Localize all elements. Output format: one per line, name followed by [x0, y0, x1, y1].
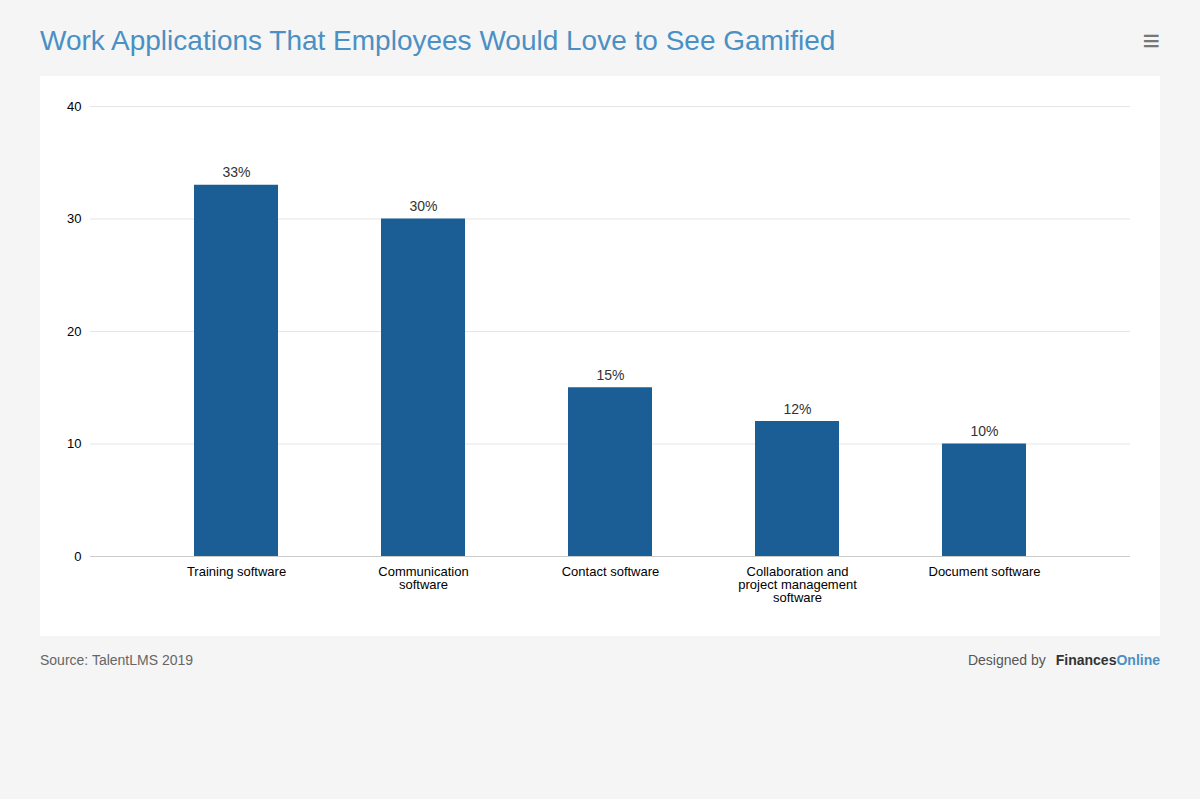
svg-text:20: 20: [67, 324, 81, 339]
svg-text:33%: 33%: [222, 164, 250, 180]
svg-text:0: 0: [74, 549, 81, 564]
svg-text:15%: 15%: [596, 367, 624, 383]
svg-text:40: 40: [67, 99, 81, 114]
svg-text:Document software: Document software: [929, 564, 1041, 579]
svg-text:Contact software: Contact software: [562, 564, 660, 579]
html-text:Work Applications That Employe: Work Applications That Employees Would L…: [40, 25, 836, 56]
svg-text:12%: 12%: [783, 401, 811, 417]
html-text:Source: TalentLMS 2019: Source: TalentLMS 2019: [40, 652, 194, 668]
svg-text:Training software: Training software: [187, 564, 286, 579]
svg-text:10: 10: [67, 436, 81, 451]
svg-text:30: 30: [67, 211, 81, 226]
html-text:Finances Online: Finances Online: [1055, 652, 1160, 668]
svg-text:Communicationsoftware: Communicationsoftware: [378, 564, 468, 592]
svg-text:30%: 30%: [409, 198, 437, 214]
svg-text:Collaboration andproject manag: Collaboration andproject managementsoftw…: [738, 564, 857, 605]
html-text:Designed by: Designed by: [967, 652, 1046, 668]
svg-text:10%: 10%: [970, 423, 998, 439]
